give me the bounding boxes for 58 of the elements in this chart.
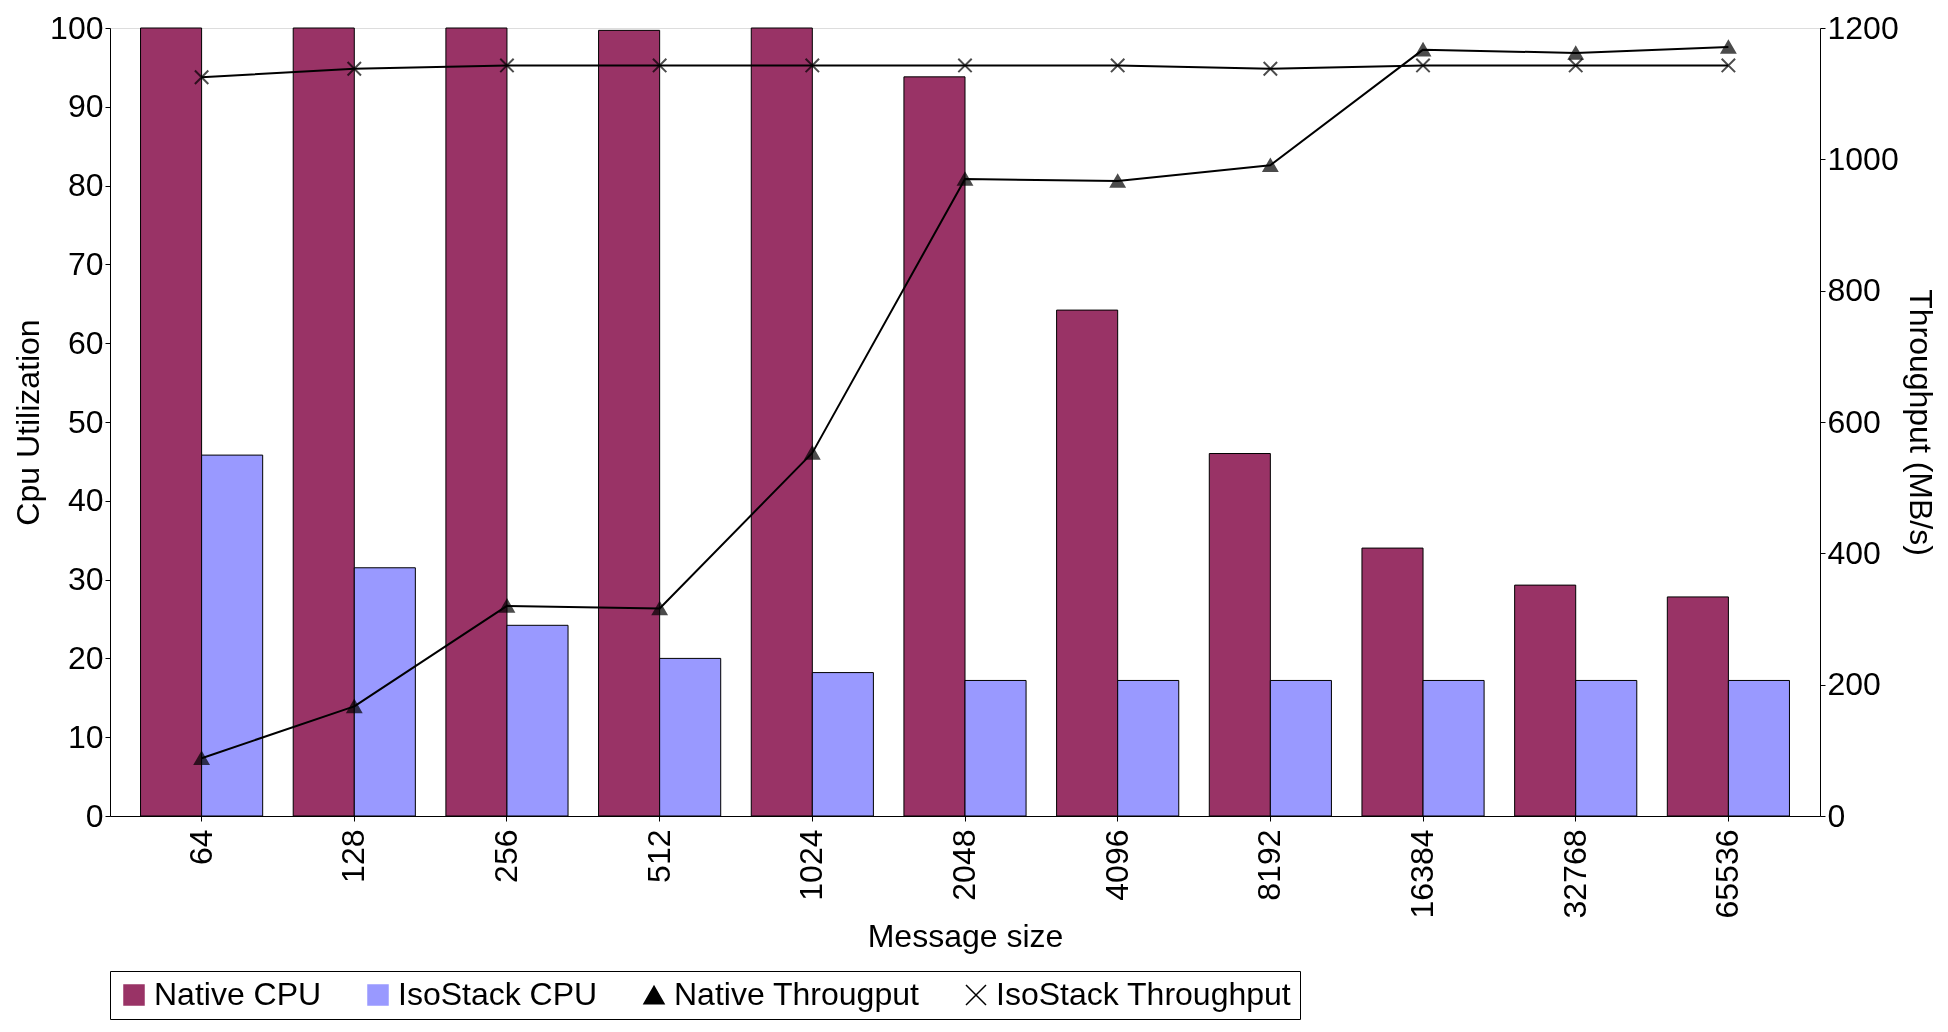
y2-axis-title: Throughput (MB/s) [1902, 289, 1939, 556]
x-tick-label: 2048 [946, 829, 982, 901]
point [346, 699, 362, 714]
y-tick-label: 30 [67, 561, 104, 598]
y-tick-label: 10 [67, 718, 104, 755]
x-tick-label: 65536 [1709, 829, 1746, 919]
point [193, 751, 210, 766]
point [1415, 42, 1431, 57]
legend-label: Native CPU [154, 976, 322, 1012]
point [1109, 57, 1126, 74]
x-tick-label: 512 [640, 829, 677, 883]
x-tick-label: 32768 [1556, 829, 1593, 919]
x-tick-label: 1024 [793, 829, 830, 901]
point [651, 57, 668, 74]
y2-tick-label: 400 [1827, 534, 1881, 571]
legend-label: IsoStack CPU [398, 976, 598, 1012]
x-tick-label: 128 [335, 829, 372, 883]
y2-tick-label: 800 [1827, 272, 1881, 309]
y-tick-label: 60 [67, 324, 104, 361]
x-tick-label: 4096 [1098, 829, 1135, 901]
point [1720, 40, 1737, 54]
point [957, 172, 973, 186]
point [1109, 174, 1126, 188]
x-tick-label: 16384 [1404, 829, 1441, 919]
point [1262, 158, 1279, 173]
y-tick-label: 50 [67, 403, 104, 440]
point [1568, 46, 1584, 60]
point [1415, 57, 1431, 74]
point [1262, 61, 1279, 77]
x-axis-title: Message size [867, 918, 1064, 955]
y2-tick-label: 200 [1827, 666, 1881, 703]
x-tick-label: 256 [487, 829, 524, 883]
y-tick-label: 20 [67, 639, 104, 676]
point [1720, 57, 1737, 74]
y2-tick-label: 600 [1827, 403, 1881, 440]
point [804, 57, 821, 74]
y2-tick-label: 1000 [1827, 140, 1899, 177]
y-tick-label: 90 [67, 88, 104, 125]
y-tick-label: 70 [67, 245, 104, 282]
point [1568, 57, 1584, 74]
point [804, 446, 821, 460]
point [499, 57, 515, 74]
y-tick-label: 100 [50, 9, 104, 46]
legend-label: Native Througput [674, 976, 919, 1012]
x-tick-label: 8192 [1251, 829, 1288, 901]
point [499, 599, 515, 613]
y-tick-label: 0 [85, 797, 104, 834]
y-tick-label: 80 [67, 167, 104, 204]
y-axis-title: Cpu Utilization [10, 319, 47, 526]
y-tick-label: 40 [67, 482, 104, 519]
point [651, 601, 668, 616]
point [957, 57, 973, 74]
y2-tick-label: 1200 [1827, 9, 1899, 46]
x-tick-label: 64 [182, 829, 219, 866]
point [346, 61, 362, 77]
y2-tick-label: 0 [1827, 797, 1846, 834]
point [193, 69, 210, 85]
legend-label: IsoStack Throughput [996, 976, 1291, 1012]
